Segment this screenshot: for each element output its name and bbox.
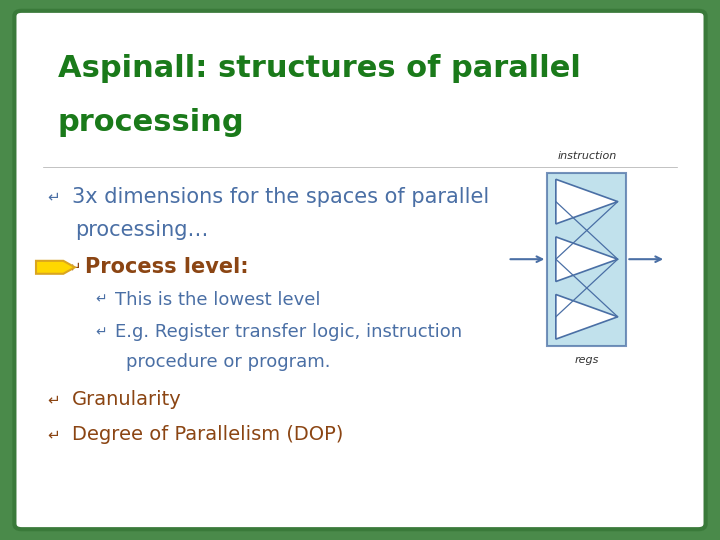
Text: Process level:: Process level: [85,257,248,278]
Text: ↵: ↵ [95,325,107,339]
Text: ↵: ↵ [95,293,107,307]
Text: processing…: processing… [76,219,209,240]
Text: ↵: ↵ [48,392,60,407]
Polygon shape [556,237,618,281]
Polygon shape [556,179,618,224]
Text: instruction: instruction [557,151,616,161]
Text: regs: regs [575,355,599,366]
Text: E.g. Register transfer logic, instruction: E.g. Register transfer logic, instructio… [115,323,462,341]
Text: This is the lowest level: This is the lowest level [115,291,320,309]
Text: procedure or program.: procedure or program. [126,353,330,371]
Text: Degree of Parallelism (DOP): Degree of Parallelism (DOP) [72,425,343,444]
FancyBboxPatch shape [547,173,626,346]
Polygon shape [556,294,618,339]
Text: ↵: ↵ [48,427,60,442]
Text: ↵: ↵ [68,260,81,275]
Text: Aspinall: structures of parallel: Aspinall: structures of parallel [58,54,580,83]
Text: ↵: ↵ [48,190,60,205]
FancyArrow shape [36,261,75,274]
Text: 3x dimensions for the spaces of parallel: 3x dimensions for the spaces of parallel [72,187,490,207]
Text: processing: processing [58,108,244,137]
Text: Granularity: Granularity [72,390,181,409]
